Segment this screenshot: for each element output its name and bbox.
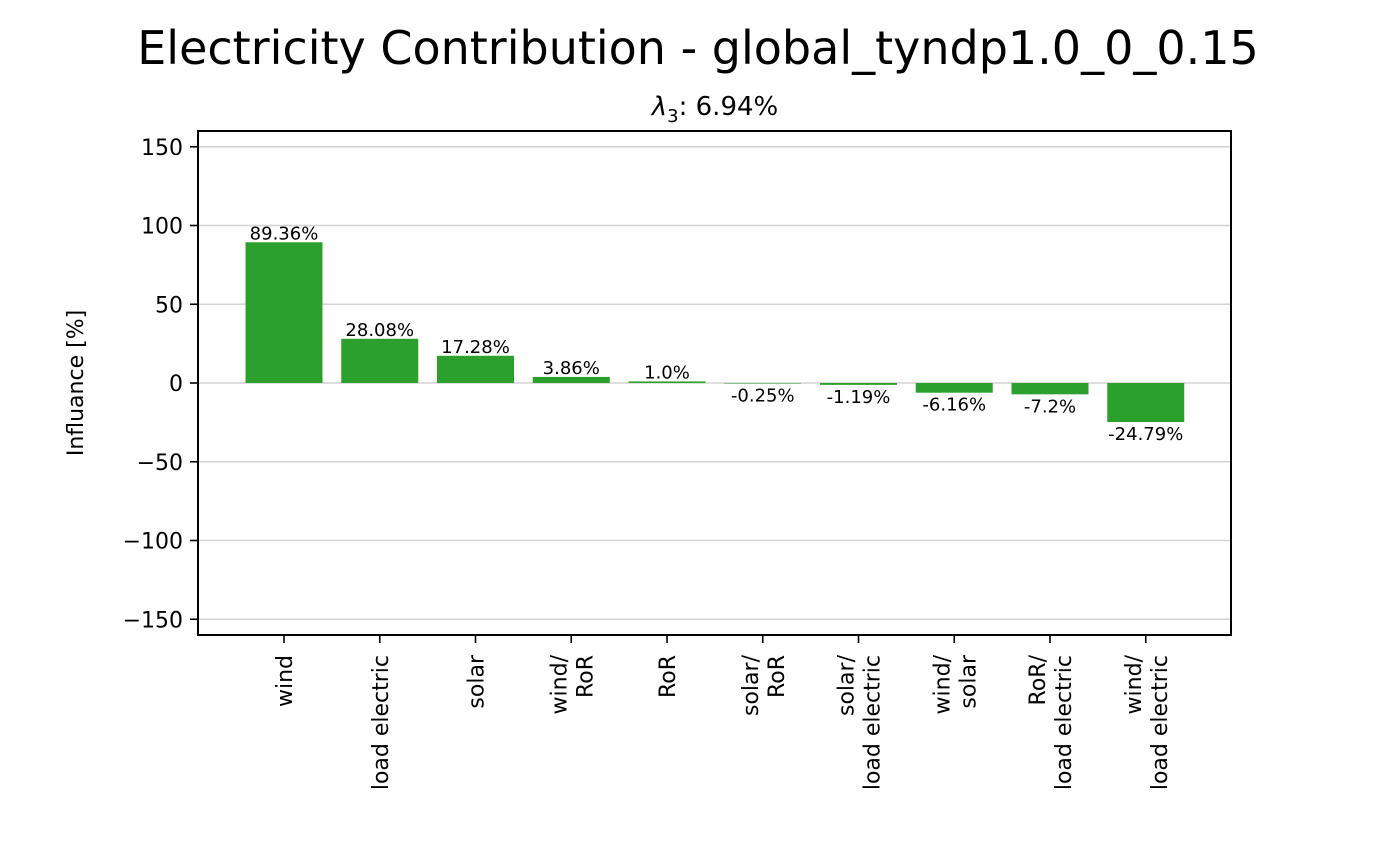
chart-title: Electricity Contribution - global_tyndp1…: [137, 21, 1259, 75]
subtitle-value: : 6.94%: [679, 92, 779, 122]
x-tick-label: RoR/: [1026, 654, 1051, 705]
bar-value-label: -24.79%: [1108, 424, 1183, 445]
bar: [341, 338, 419, 383]
bar: [915, 383, 993, 393]
x-tick-label: wind/: [547, 654, 572, 714]
subtitle-subscript: 3: [667, 106, 678, 127]
x-axis: wind load electric solar wind/RoR RoR solar/R…: [273, 635, 1173, 790]
value-labels: 89.36% 28.08% 17.28% 3.86% 1.0% -0.25% -1.19% -…: [250, 223, 1184, 445]
y-tick-label: −150: [123, 608, 183, 633]
x-tick-label: RoR: [765, 655, 790, 698]
y-axis: −150 −100 −50 0 50 100 150: [123, 136, 198, 633]
x-tick-label: wind: [273, 655, 298, 707]
bar: [724, 383, 802, 384]
bar-value-label: 28.08%: [345, 320, 414, 341]
bar-value-label: -7.2%: [1024, 396, 1076, 417]
x-tick-label: solar: [956, 654, 981, 709]
chart-subtitle: λ3: 6.94%: [650, 92, 778, 127]
bar: [245, 242, 323, 383]
x-tick-label: wind/: [930, 654, 955, 714]
bar: [820, 383, 897, 385]
bar-value-label: -6.16%: [922, 395, 986, 416]
bar-value-label: -0.25%: [731, 385, 795, 406]
bar: [1011, 383, 1089, 395]
bar: [437, 355, 514, 383]
x-tick-label: load electric: [369, 655, 394, 790]
x-tick-label: wind/: [1122, 654, 1147, 714]
bar: [1107, 383, 1185, 423]
y-tick-label: −50: [137, 451, 183, 476]
x-tick-label: RoR: [656, 655, 681, 698]
y-axis-label: Influance [%]: [64, 310, 89, 456]
x-tick-label: RoR: [573, 655, 598, 698]
x-tick-label: load electric: [861, 655, 886, 790]
bar-value-label: 89.36%: [250, 223, 319, 244]
x-tick-label: solar: [465, 654, 490, 709]
bar-value-label: 3.86%: [543, 358, 600, 379]
bar-value-label: -1.19%: [827, 387, 891, 408]
bar: [532, 376, 610, 383]
subtitle-symbol: λ: [650, 92, 667, 122]
y-tick-label: 100: [141, 215, 183, 240]
x-tick-label: load electric: [1052, 655, 1077, 790]
bar: [628, 381, 706, 383]
bar-value-label: 17.28%: [441, 337, 510, 358]
y-tick-label: 150: [141, 136, 183, 161]
y-tick-label: 0: [169, 372, 183, 397]
bars: [245, 242, 1185, 423]
x-tick-label: load electric: [1148, 655, 1173, 790]
x-tick-label: solar/: [835, 654, 860, 716]
bar-value-label: 1.0%: [644, 362, 690, 383]
y-tick-label: −100: [123, 530, 183, 555]
y-tick-label: 50: [155, 293, 183, 318]
x-tick-label: solar/: [739, 654, 764, 716]
